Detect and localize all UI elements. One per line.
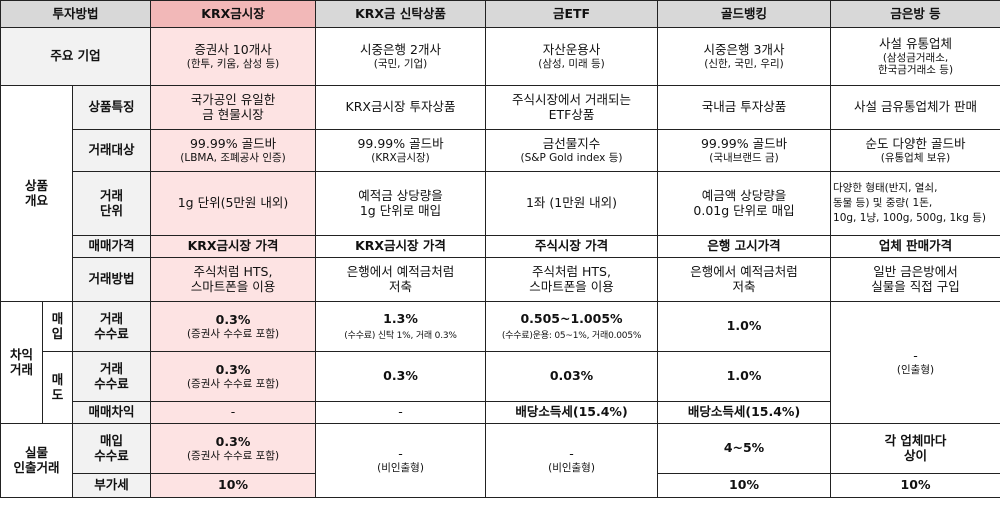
trade-target-krx: 99.99% 골드바 (LBMA, 조폐공사 인증): [150, 129, 317, 172]
withdraw-buy-fee-row: 실물 인출거래 매입 수수료 0.3% (증권사 수수료 포함) - (비인출형…: [0, 423, 1000, 498]
sell-fee-gold-etf: 0.03%: [485, 351, 659, 402]
header-method: 투자방법: [0, 0, 152, 28]
withdraw-buy-fee-gold-banking: 4~5%: [657, 423, 832, 474]
features-row: 상품 개요 상품특징 국가공인 유일한 금 현물시장 KRX금시장 투자상품 주…: [0, 85, 1000, 302]
major-companies-gold-etf: 자산운용사 (삼성, 미래 등): [485, 27, 659, 86]
sell-fee-krx: 0.3% (증권사 수수료 포함): [150, 351, 317, 402]
header-krx-trust: KRX금 신탁상품: [315, 0, 487, 28]
features-krx: 국가공인 유일한 금 현물시장: [150, 85, 317, 130]
major-companies-row: 주요 기업 증권사 10개사 (한투, 키움, 삼성 등) 시중은행 2개사 (…: [0, 27, 1000, 86]
vat-row: 부가세 10% 10% 10%: [1, 473, 1000, 498]
label-trade-method: 거래방법: [71, 257, 152, 302]
trade-price-krx: KRX금시장 가격: [150, 235, 317, 258]
trade-target-gold-shop: 순도 다양한 골드바 (유통업체 보유): [830, 129, 1000, 172]
header-krx: KRX금시장: [150, 0, 317, 28]
features-gold-banking: 국내금 투자상품: [657, 85, 832, 130]
trade-method-row: 거래방법 주식처럼 HTS, 스마트폰을 이용 은행에서 예적금처럼 저축 주식…: [1, 257, 1000, 302]
trade-unit-krx-trust: 예적금 상당량을 1g 단위로 매입: [315, 171, 487, 236]
features-gold-etf: 주식시장에서 거래되는 ETF상품: [485, 85, 659, 130]
trade-unit-row: 거래 단위 1g 단위(5만원 내외) 예적금 상당량을 1g 단위로 매입 1…: [1, 171, 1000, 236]
trade-method-krx: 주식처럼 HTS, 스마트폰을 이용: [150, 257, 317, 302]
header-gold-banking: 골드뱅킹: [657, 0, 832, 28]
buy-fee-row: 차익 거래 매 입 거래 수수료 0.3% (증권사 수수료 포함) 1.3% …: [0, 301, 1000, 424]
label-sell: 매 도: [42, 351, 73, 424]
label-trade-price: 매매가격: [71, 235, 152, 258]
withdraw-buy-fee-gold-shop: 각 업체마다 상이: [830, 423, 1000, 474]
trade-price-gold-etf: 주식시장 가격: [485, 235, 659, 258]
withdraw-buy-fee-krx: 0.3% (증권사 수수료 포함): [150, 423, 317, 474]
header-row: 투자방법 KRX금시장 KRX금 신탁상품 금ETF 골드뱅킹 금은방 등: [0, 0, 1000, 28]
trade-method-gold-etf: 주식처럼 HTS, 스마트폰을 이용: [485, 257, 659, 302]
features-krx-trust: KRX금시장 투자상품: [315, 85, 487, 130]
label-buy-fee: 매입 수수료: [71, 423, 152, 474]
gain-trade-gold-shop: - (인출형): [830, 301, 1000, 424]
sell-fee-row: 매 도 거래 수수료 0.3% (증권사 수수료 포함) 0.3% 0.03% …: [1, 351, 1000, 424]
label-physical-withdrawal: 실물 인출거래: [0, 423, 73, 498]
withdraw-gold-etf: - (비인출형): [485, 423, 659, 498]
sell-fee-gold-banking: 1.0%: [657, 351, 832, 402]
trade-price-krx-trust: KRX금시장 가격: [315, 235, 487, 258]
trade-unit-gold-shop: 다양한 형태(반지, 열쇠, 동물 등) 및 중량( 1돈, 10g, 1냥, …: [830, 171, 1000, 236]
label-trade-fee-buy: 거래 수수료: [71, 301, 152, 352]
trade-target-krx-trust: 99.99% 골드바 (KRX금시장): [315, 129, 487, 172]
buy-fee-krx-trust: 1.3% (수수료) 신탁 1%, 거래 0.3%: [315, 301, 487, 352]
label-major-companies: 주요 기업: [0, 27, 152, 86]
label-gain-trade: 차익 거래: [0, 301, 43, 424]
trade-price-gold-banking: 은행 고시가격: [657, 235, 832, 258]
trade-unit-gold-banking: 예금액 상당량을 0.01g 단위로 매입: [657, 171, 832, 236]
buy-fee-gold-etf: 0.505~1.005% (수수료)운용: 05~1%, 거래0.005%: [485, 301, 659, 352]
header-gold-etf: 금ETF: [485, 0, 659, 28]
major-companies-krx-trust: 시중은행 2개사 (국민, 기업): [315, 27, 487, 86]
trade-method-gold-banking: 은행에서 예적금처럼 저축: [657, 257, 832, 302]
trade-target-row: 거래대상 99.99% 골드바 (LBMA, 조폐공사 인증) 99.99% 골…: [1, 129, 1000, 172]
trade-price-gold-shop: 업체 판매가격: [830, 235, 1000, 258]
trade-price-row: 매매가격 KRX금시장 가격 KRX금시장 가격 주식시장 가격 은행 고시가격…: [1, 235, 1000, 258]
trade-target-gold-banking: 99.99% 골드바 (국내브랜드 금): [657, 129, 832, 172]
trade-method-gold-shop: 일반 금은방에서 실물을 직접 구입: [830, 257, 1000, 302]
major-companies-gold-shop: 사설 유통업체 (삼성금거래소, 한국금거래소 등): [830, 27, 1000, 86]
vat-gold-shop: 10%: [830, 473, 1000, 498]
major-companies-gold-banking: 시중은행 3개사 (신한, 국민, 우리): [657, 27, 832, 86]
trade-gain-krx-trust: -: [315, 401, 487, 424]
header-gold-shop: 금은방 등: [830, 0, 1000, 28]
gold-investment-comparison-table: 투자방법 KRX금시장 KRX금 신탁상품 금ETF 골드뱅킹 금은방 등 주요…: [0, 0, 1000, 498]
label-features: 상품특징: [71, 85, 152, 130]
label-trade-target: 거래대상: [71, 129, 152, 172]
buy-fee-krx: 0.3% (증권사 수수료 포함): [150, 301, 317, 352]
trade-gain-row: 매매차익 - - 배당소득세(15.4%) 배당소득세(15.4%): [1, 401, 1000, 424]
label-buy: 매 입: [42, 301, 73, 352]
sell-fee-krx-trust: 0.3%: [315, 351, 487, 402]
trade-unit-gold-etf: 1좌 (1만원 내외): [485, 171, 659, 236]
trade-method-krx-trust: 은행에서 예적금처럼 저축: [315, 257, 487, 302]
trade-gain-gold-banking: 배당소득세(15.4%): [657, 401, 832, 424]
buy-fee-gold-banking: 1.0%: [657, 301, 832, 352]
features-gold-shop: 사설 금유통업체가 판매: [830, 85, 1000, 130]
trade-gain-krx: -: [150, 401, 317, 424]
major-companies-krx: 증권사 10개사 (한투, 키움, 삼성 등): [150, 27, 317, 86]
label-vat: 부가세: [71, 473, 152, 498]
trade-target-gold-etf: 금선물지수 (S&P Gold index 등): [485, 129, 659, 172]
withdraw-krx-trust: - (비인출형): [315, 423, 487, 498]
label-trade-fee-sell: 거래 수수료: [71, 351, 152, 402]
trade-gain-gold-etf: 배당소득세(15.4%): [485, 401, 659, 424]
vat-krx: 10%: [150, 473, 317, 498]
trade-unit-krx: 1g 단위(5만원 내외): [150, 171, 317, 236]
label-trade-gain: 매매차익: [71, 401, 152, 424]
label-trade-unit: 거래 단위: [71, 171, 152, 236]
label-product-overview: 상품 개요: [0, 85, 73, 302]
vat-gold-banking: 10%: [657, 473, 832, 498]
